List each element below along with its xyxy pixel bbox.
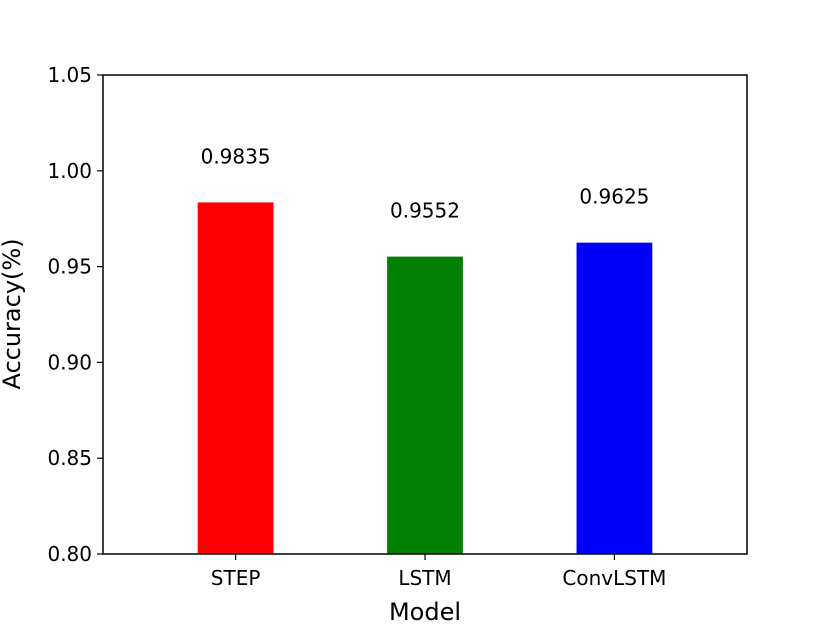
y-tick-label: 0.80: [47, 542, 92, 566]
x-tick-label: ConvLSTM: [562, 566, 666, 590]
x-tick-label: STEP: [211, 566, 261, 590]
bars-layer: [197, 202, 653, 554]
y-tick-label: 0.95: [47, 255, 92, 279]
y-axis-title: Accuracy(%): [0, 238, 26, 389]
bar-step: [197, 202, 274, 554]
data-label-step: 0.9835: [201, 144, 271, 168]
x-axis-title: Model: [389, 598, 461, 623]
bar-convlstm: [576, 242, 653, 554]
y-tick-label: 1.00: [47, 159, 92, 183]
bar-lstm: [387, 256, 463, 554]
y-tick-label: 0.85: [47, 446, 92, 470]
y-tick-label: 0.90: [47, 350, 92, 374]
y-axis: 0.80 0.85 0.90 0.95 1.00 1.05: [47, 63, 103, 566]
x-tick-label: LSTM: [398, 566, 451, 590]
x-axis: STEP LSTM ConvLSTM: [211, 554, 666, 590]
data-label-convlstm: 0.9625: [579, 185, 649, 209]
y-tick-label: 1.05: [47, 63, 92, 87]
data-label-lstm: 0.9552: [390, 199, 460, 223]
data-labels-layer: 0.9835 0.9552 0.9625: [201, 144, 650, 222]
